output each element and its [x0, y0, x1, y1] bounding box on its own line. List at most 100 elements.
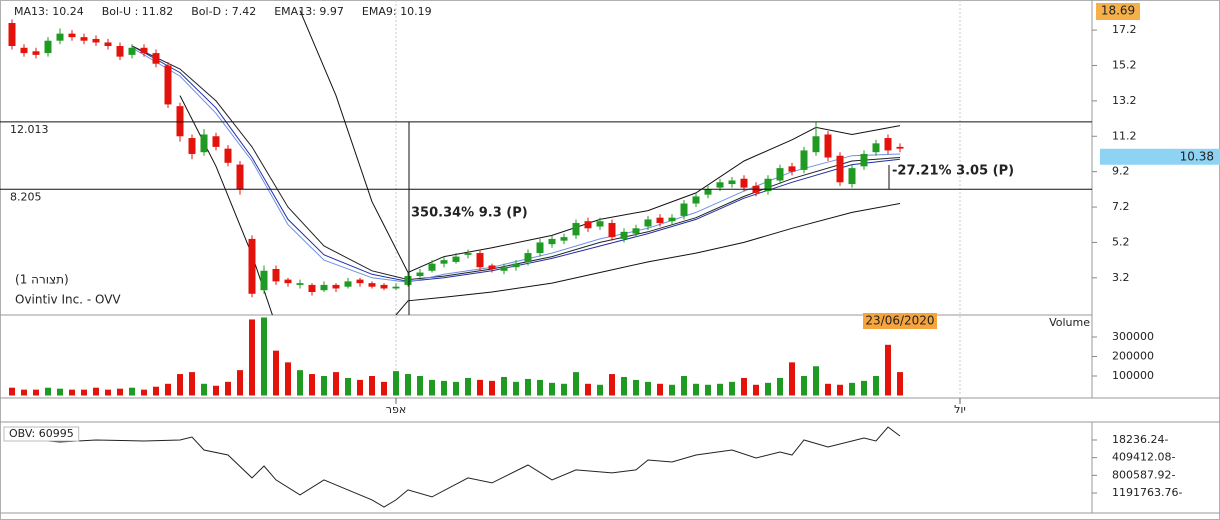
volume-bar	[381, 381, 387, 396]
volume-bar	[489, 380, 495, 396]
y-tick-label: 18236.24-	[1112, 433, 1168, 446]
candle-body	[800, 150, 808, 170]
legend-entry: Bol-U : 11.82	[102, 5, 174, 18]
volume-bar	[477, 379, 483, 396]
candle-body	[368, 283, 376, 287]
candle-body	[884, 138, 892, 151]
candle-body	[776, 168, 784, 181]
candle-body	[104, 42, 112, 47]
high-price-badge	[1096, 3, 1140, 20]
annotation: 350.34% 9.3 (P)	[411, 206, 528, 221]
candle-body	[248, 238, 256, 294]
candle-body	[836, 155, 844, 183]
y-tick-label: 100000	[1112, 369, 1154, 382]
volume-bar	[861, 380, 867, 396]
volume-bar	[165, 383, 171, 396]
volume-bar	[741, 377, 747, 396]
candle-body	[620, 231, 628, 239]
candle-body	[416, 272, 424, 277]
volume-bar	[693, 383, 699, 396]
candle-body	[356, 279, 364, 284]
candle-body	[632, 228, 640, 234]
volume-bar	[201, 383, 207, 396]
last-price-badge	[1100, 148, 1220, 165]
obv-layer	[11, 426, 901, 508]
candle-body	[212, 136, 220, 147]
candle-body	[788, 166, 796, 172]
y-tick-label: 7.2	[1112, 200, 1130, 213]
volume-bar	[237, 370, 243, 396]
legend-box	[3, 426, 80, 442]
volume-bar	[813, 366, 819, 396]
volume-bar	[261, 317, 267, 396]
volume-bar	[417, 376, 423, 396]
volume-bar	[717, 383, 723, 396]
last-price-label: 10.38	[1180, 149, 1214, 163]
candle-body	[308, 284, 316, 292]
volume-bar	[585, 383, 591, 396]
candle-body	[236, 164, 244, 190]
legend-entry: MA13: 10.24	[14, 5, 84, 18]
volume-bar	[273, 350, 279, 396]
volume-bar	[789, 362, 795, 396]
volume-bar	[333, 372, 339, 396]
y-tick-label: 15.2	[1112, 58, 1137, 71]
volume-bar	[801, 376, 807, 396]
candle-body	[140, 47, 148, 54]
candle-body	[284, 279, 292, 284]
volume-bar	[669, 384, 675, 396]
candle-body	[152, 53, 160, 64]
candle-body	[896, 146, 904, 149]
candle-body	[476, 253, 484, 268]
volume-bar	[81, 389, 87, 396]
volume-bar	[897, 372, 903, 396]
volume-bar	[561, 383, 567, 396]
volume-bar	[837, 384, 843, 396]
candle-body	[32, 51, 40, 55]
volume-bar	[177, 374, 183, 396]
candle-body	[812, 136, 820, 153]
volume-bar	[645, 381, 651, 396]
volume-bar	[153, 386, 159, 396]
volume-bar	[513, 381, 519, 396]
text-layer: MA13: 10.24 Bol-U : 11.82 Bol-D : 7.42 EMA1…	[3, 3, 1220, 499]
legend-entry: EMA13: 9.97	[274, 5, 344, 18]
volume-bar	[285, 362, 291, 396]
volume-bar	[657, 383, 663, 396]
candle-body	[380, 284, 388, 289]
candle-body	[488, 265, 496, 269]
level-label: 12.013	[10, 123, 49, 136]
volume-layer	[9, 317, 903, 396]
candle-body	[764, 178, 772, 192]
candle-body	[524, 253, 532, 262]
y-tick-label: 200000	[1112, 350, 1154, 363]
volume-bar	[873, 376, 879, 396]
candle-body	[260, 270, 268, 291]
candle-body	[440, 260, 448, 264]
candle-body	[716, 182, 724, 188]
volume-bar	[597, 384, 603, 396]
indicator-line	[179, 95, 901, 315]
volume-bar	[525, 378, 531, 396]
volume-bar	[621, 376, 627, 396]
annotation: -27.21% 3.05 (P)	[892, 164, 1014, 179]
config-label: (תצורה 1)	[15, 273, 69, 287]
candle-body	[428, 263, 436, 271]
volume-bar	[9, 387, 15, 396]
candle-body	[404, 276, 412, 285]
volume-bar	[429, 379, 435, 396]
candle-body	[332, 284, 340, 289]
candle-body	[584, 221, 592, 229]
volume-bar	[45, 387, 51, 396]
volume-bar	[93, 387, 99, 396]
indicator-line	[131, 45, 901, 282]
y-tick-label: 13.2	[1112, 94, 1137, 107]
volume-bar	[549, 382, 555, 396]
volume-bar	[141, 389, 147, 396]
volume-title: Volume	[1049, 316, 1090, 329]
candle-body	[608, 222, 616, 238]
candle-body	[656, 217, 664, 223]
candle-body	[728, 180, 736, 185]
y-tick-label: 9.2	[1112, 165, 1130, 178]
